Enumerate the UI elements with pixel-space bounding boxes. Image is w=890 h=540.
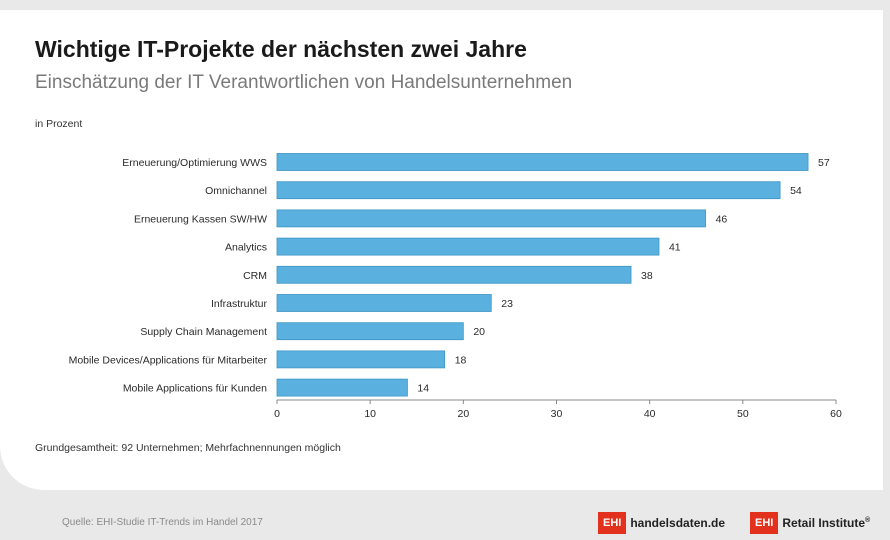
bar <box>276 322 464 341</box>
x-tick-label: 40 <box>644 408 656 420</box>
ehi-logo-box: EHI <box>750 512 779 534</box>
value-label: 46 <box>716 213 728 225</box>
handelsdaten-logo[interactable]: EHI handelsdaten.de <box>598 512 725 534</box>
bar <box>276 153 809 171</box>
x-tick-label: 20 <box>457 408 469 420</box>
x-tick-label: 10 <box>364 408 376 420</box>
bar <box>276 350 446 369</box>
x-tick-label: 0 <box>274 408 280 420</box>
category-label: Supply Chain Management <box>140 326 267 338</box>
value-label: 38 <box>641 270 653 282</box>
bar <box>276 209 706 228</box>
category-label: CRM <box>243 270 267 282</box>
value-label: 57 <box>818 157 830 169</box>
category-label: Erneuerung Kassen SW/HW <box>134 213 267 225</box>
x-tick-label: 50 <box>737 408 749 420</box>
category-label: Mobile Applications für Kunden <box>123 383 267 395</box>
retail-institute-logo[interactable]: EHI Retail Institute® <box>750 512 870 534</box>
unit-label: in Prozent <box>35 118 83 130</box>
bar <box>276 181 781 200</box>
registered-mark: ® <box>865 517 871 524</box>
category-label: Mobile Devices/Applications für Mitarbei… <box>69 354 268 366</box>
bar <box>276 378 408 397</box>
handelsdaten-logo-text: handelsdaten.de <box>630 516 726 530</box>
value-label: 14 <box>417 383 429 395</box>
chart-title: Wichtige IT-Projekte der nächsten zwei J… <box>35 36 527 62</box>
x-tick-label: 30 <box>551 408 563 420</box>
value-label: 54 <box>790 185 802 197</box>
bar <box>276 265 632 284</box>
x-tick-label: 60 <box>830 408 842 420</box>
bar <box>276 237 660 256</box>
category-label: Infrastruktur <box>211 298 268 310</box>
value-label: 23 <box>501 298 513 310</box>
value-label: 20 <box>473 326 485 338</box>
retail-institute-name: Retail Institute <box>782 516 866 530</box>
bar <box>276 294 492 312</box>
source-text: Quelle: EHI-Studie IT-Trends im Handel 2… <box>62 517 263 528</box>
retail-institute-logo-text: Retail Institute® <box>782 516 870 530</box>
value-label: 18 <box>455 354 467 366</box>
value-label: 41 <box>669 242 681 254</box>
category-label: Omnichannel <box>205 185 267 197</box>
chart-subtitle: Einschätzung der IT Verantwortlichen von… <box>35 72 573 93</box>
category-label: Analytics <box>225 242 267 254</box>
category-label: Erneuerung/Optimierung WWS <box>122 157 267 169</box>
ehi-logo-box: EHI <box>598 512 627 534</box>
base-note: Grundgesamtheit: 92 Unternehmen; Mehrfac… <box>35 442 341 454</box>
